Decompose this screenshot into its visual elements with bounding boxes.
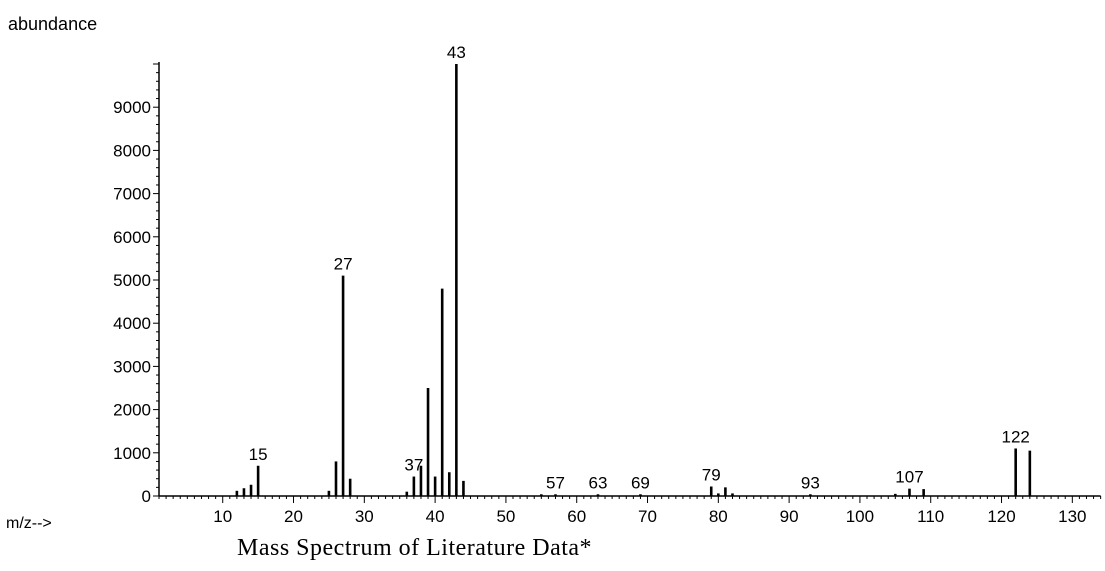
peaks xyxy=(235,64,1032,496)
y-tick-label: 7000 xyxy=(113,185,151,204)
y-tick-label: 0 xyxy=(142,487,151,506)
x-tick-label: 10 xyxy=(213,507,232,526)
x-tick-label: 120 xyxy=(987,507,1015,526)
y-tick-label: 2000 xyxy=(113,401,151,420)
peak-label: 93 xyxy=(801,473,820,492)
y-tick-label: 6000 xyxy=(113,228,151,247)
x-tick-label: 70 xyxy=(638,507,657,526)
x-tick-label: 50 xyxy=(496,507,515,526)
x-tick-label: 110 xyxy=(917,507,944,526)
peak-label: 79 xyxy=(702,465,721,484)
peak-label: 63 xyxy=(588,473,607,492)
peak-labels: 15 27 37 43 57 63 69 79 93 107 122 xyxy=(249,43,1030,492)
x-tick-label: 90 xyxy=(780,507,799,526)
y-tick-label: 4000 xyxy=(113,314,151,333)
peak-label: 69 xyxy=(631,473,650,492)
peak-label: 122 xyxy=(1001,427,1029,446)
peak-label: 15 xyxy=(249,445,268,464)
x-tick-label: 100 xyxy=(846,507,874,526)
peak-label: 27 xyxy=(334,255,353,274)
x-axis-label: m/z--> xyxy=(6,515,52,532)
x-tick-label: 20 xyxy=(284,507,303,526)
y-tick-label: 3000 xyxy=(113,357,151,376)
y-tick-label: 8000 xyxy=(113,141,151,160)
y-tick-label: 9000 xyxy=(113,98,151,117)
x-tick-label: 60 xyxy=(567,507,586,526)
peak-label: 37 xyxy=(404,456,423,475)
x-tick-label: 30 xyxy=(355,507,374,526)
y-axis-label: abundance xyxy=(8,14,98,34)
axes: 10 20 30 40 50 60 70 80 90 100 110 120 130 0 1000 2000 3… xyxy=(113,62,1102,526)
y-tick-label: 5000 xyxy=(113,271,151,290)
x-tick-label: 40 xyxy=(426,507,445,526)
y-tick-label: 1000 xyxy=(113,444,151,463)
peak-label: 107 xyxy=(895,468,923,487)
peak-label: 57 xyxy=(546,473,565,492)
x-tick-label: 130 xyxy=(1058,507,1086,526)
peak-label: 43 xyxy=(447,43,466,62)
chart-caption: Mass Spectrum of Literature Data* xyxy=(237,535,593,561)
x-tick-label: 80 xyxy=(709,507,728,526)
